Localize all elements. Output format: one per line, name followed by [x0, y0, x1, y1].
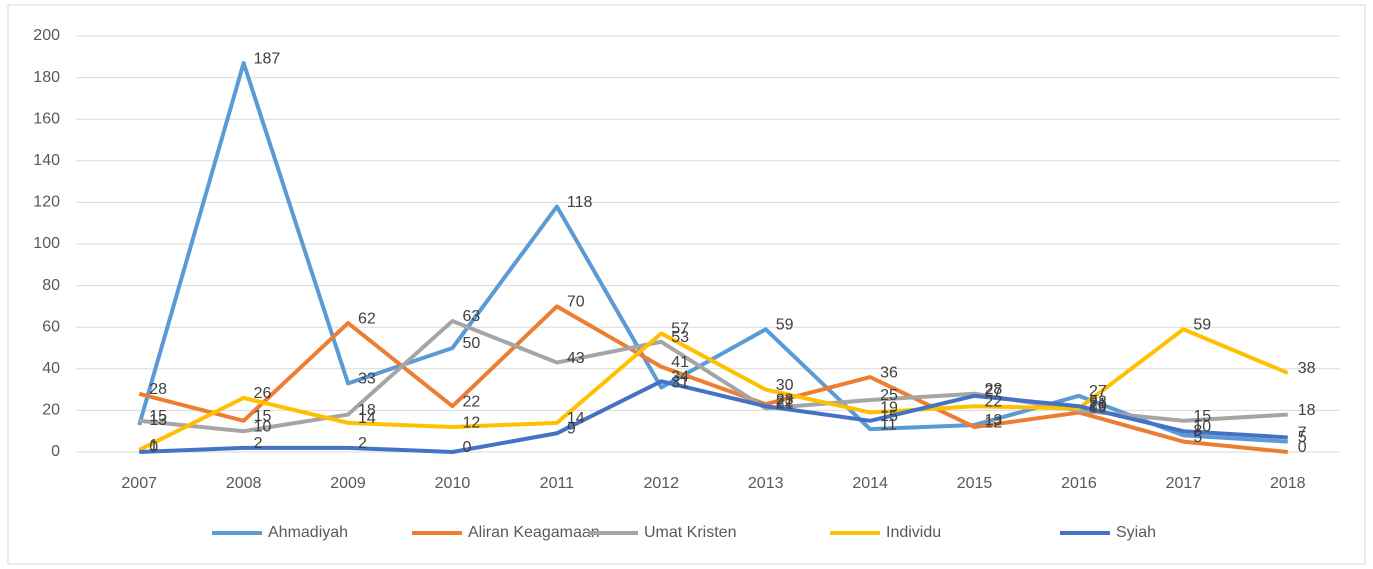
data-label: 36: [880, 364, 898, 381]
x-tick-label: 2017: [1166, 475, 1202, 492]
data-label: 25: [880, 387, 898, 404]
data-label: 20: [1089, 398, 1107, 415]
data-label: 62: [358, 310, 376, 327]
y-tick-label: 40: [42, 360, 60, 377]
x-tick-label: 2007: [121, 475, 157, 492]
y-tick-label: 0: [51, 443, 60, 460]
data-label: 13: [149, 412, 167, 429]
data-label: 70: [567, 294, 585, 311]
data-label: 33: [358, 371, 376, 388]
data-label: 27: [1089, 383, 1107, 400]
data-label: 18: [1298, 402, 1316, 419]
data-label: 38: [1298, 360, 1316, 377]
y-tick-label: 60: [42, 318, 60, 335]
data-label: 15: [149, 408, 167, 425]
data-label: 8: [1193, 423, 1202, 440]
data-label: 21: [776, 396, 794, 413]
data-label: 31: [671, 375, 689, 392]
data-label: 187: [254, 50, 281, 67]
x-tick-label: 2010: [435, 475, 471, 492]
data-label: 5: [1298, 429, 1307, 446]
data-label: 1: [149, 437, 158, 454]
y-tick-label: 180: [33, 69, 60, 86]
data-label: 50: [462, 335, 480, 352]
data-label: 22: [1089, 393, 1107, 410]
series-line: [139, 379, 1288, 454]
data-label: 15: [254, 408, 272, 425]
data-label: 12: [985, 414, 1003, 431]
data-label: 43: [567, 350, 585, 367]
data-label: 21: [1089, 396, 1107, 413]
x-tick-label: 2008: [226, 475, 262, 492]
series-line: [138, 327, 1289, 452]
data-label: 22: [462, 393, 480, 410]
data-label: 118: [567, 194, 593, 211]
legend-label: Ahmadiyah: [268, 524, 348, 541]
y-tick-label: 80: [42, 277, 60, 294]
data-label: 5: [1193, 429, 1202, 446]
data-label: 2: [254, 435, 263, 452]
data-label: 12: [462, 414, 480, 431]
data-label: 9: [567, 420, 576, 437]
data-label: 53: [671, 329, 689, 346]
y-tick-label: 20: [42, 402, 60, 419]
x-tick-label: 2009: [330, 475, 366, 492]
data-label: 27: [985, 383, 1003, 400]
data-label: 0: [462, 439, 471, 456]
data-label: 26: [254, 385, 272, 402]
x-tick-label: 2014: [852, 475, 888, 492]
data-label: 13: [985, 412, 1003, 429]
y-tick-label: 140: [33, 152, 60, 169]
series-line: [137, 61, 1288, 444]
data-label: 18: [358, 402, 376, 419]
data-label: 22: [985, 393, 1003, 410]
chart-border: [7, 4, 1366, 565]
data-label: 28: [149, 381, 167, 398]
y-tick-label: 100: [33, 235, 60, 252]
data-label: 7: [1298, 425, 1307, 442]
data-label: 0: [149, 439, 158, 456]
data-label: 15: [1193, 408, 1211, 425]
data-label: 0: [1298, 439, 1307, 456]
data-label: 11: [880, 416, 897, 433]
data-label: 19: [880, 400, 898, 417]
data-label: 34: [671, 368, 689, 385]
data-label: 22: [776, 393, 794, 410]
legend-label: Aliran Keagamaan: [468, 524, 600, 541]
y-tick-label: 200: [33, 27, 60, 44]
x-tick-label: 2013: [748, 475, 784, 492]
x-tick-label: 2018: [1270, 475, 1306, 492]
x-tick-label: 2016: [1061, 475, 1097, 492]
y-tick-label: 160: [33, 110, 60, 127]
data-label: 10: [1193, 418, 1211, 435]
data-label: 30: [776, 377, 794, 394]
series-line: [138, 304, 1288, 454]
x-tick-label: 2015: [957, 475, 993, 492]
data-label: 10: [254, 418, 272, 435]
data-label: 63: [462, 308, 480, 325]
legend-label: Umat Kristen: [644, 524, 736, 541]
data-label: 59: [1193, 316, 1211, 333]
data-label: 23: [776, 391, 794, 408]
x-tick-label: 2011: [540, 475, 575, 492]
data-label: 14: [567, 410, 585, 427]
data-label: 57: [671, 321, 689, 338]
data-label: 28: [985, 381, 1003, 398]
legend-label: Syiah: [1116, 524, 1156, 541]
x-tick-label: 2012: [643, 475, 679, 492]
data-label: 14: [358, 410, 376, 427]
data-label: 41: [671, 354, 689, 371]
data-label: 15: [880, 408, 898, 425]
data-label: 59: [776, 316, 794, 333]
y-tick-label: 120: [33, 194, 60, 211]
data-label: 19: [1089, 400, 1107, 417]
data-label: 2: [358, 435, 367, 452]
legend-label: Individu: [886, 524, 941, 541]
